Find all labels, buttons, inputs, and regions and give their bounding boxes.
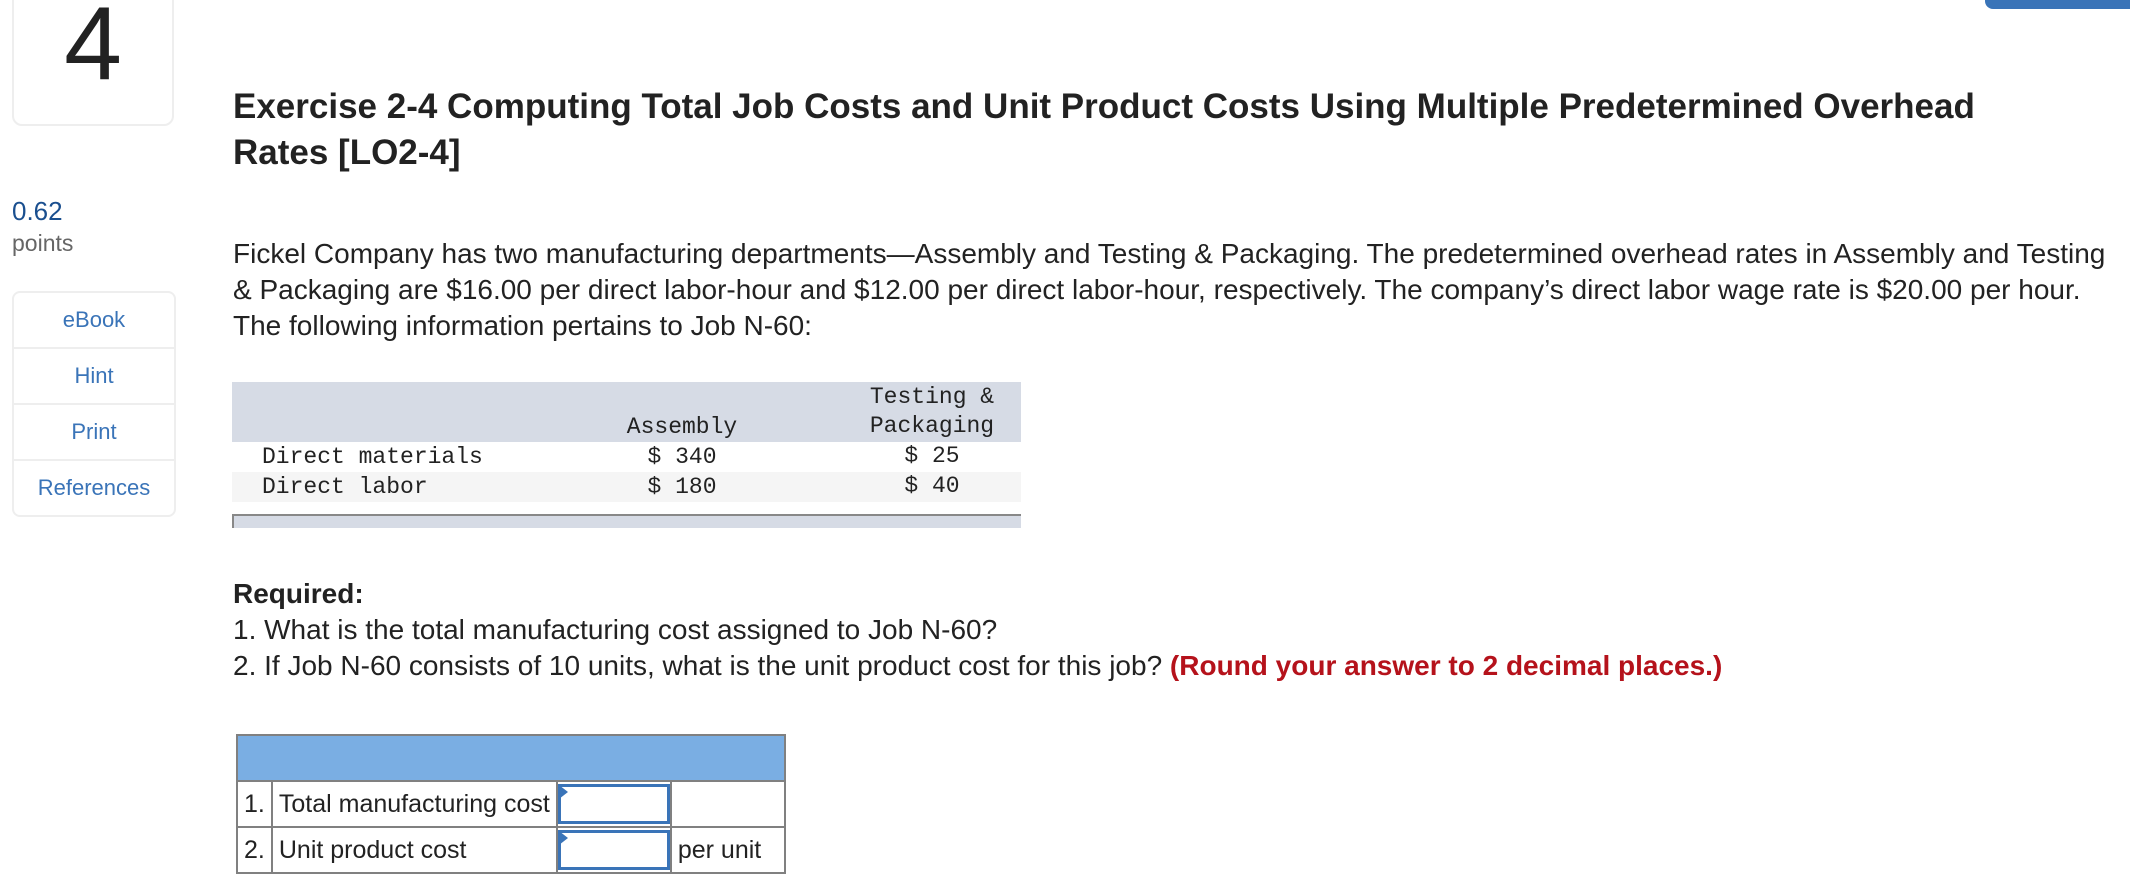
required-section: Required: 1. What is the total manufactu… — [233, 576, 1722, 684]
assembly-value: $ 180 — [647, 474, 717, 500]
sidebar-item-hint[interactable]: Hint — [14, 349, 174, 405]
score-label: points — [12, 230, 74, 256]
row-label: Direct materials — [262, 444, 483, 470]
header-testing-packaging: Testing & Packaging — [842, 383, 1022, 441]
sidebar-item-print[interactable]: Print — [14, 405, 174, 461]
table-header: Assembly Testing & Packaging — [232, 382, 1021, 442]
assembly-value: $ 340 — [647, 444, 717, 470]
required-heading: Required: — [233, 578, 364, 609]
score-value: 0.62 — [12, 196, 63, 226]
resource-sidebar: eBook Hint Print References — [12, 291, 176, 517]
table-row: Direct labor $ 180 $ 40 — [232, 472, 1021, 502]
top-right-button[interactable] — [1985, 0, 2130, 9]
testing-value: $ 25 — [904, 443, 960, 469]
answer-table-header — [236, 734, 786, 782]
header-line2: Packaging — [869, 413, 995, 439]
rounding-note: (Round your answer to 2 decimal places.) — [1169, 650, 1723, 681]
sidebar-item-references[interactable]: References — [37, 475, 151, 500]
row-label: Direct labor — [262, 474, 428, 500]
sidebar-item-ebook[interactable]: eBook — [14, 293, 174, 349]
row-label: Unit product cost — [270, 826, 558, 874]
row-label: Total manufacturing cost — [270, 780, 558, 828]
question-number: 4 — [12, 0, 174, 126]
unit-label — [669, 780, 786, 828]
question-2: 2. If Job N-60 consists of 10 units, wha… — [233, 650, 1163, 681]
table-row: 2. Unit product cost per unit — [236, 826, 786, 874]
header-line1: Testing & — [869, 384, 995, 410]
answer-table: 1. Total manufacturing cost 2. Unit prod… — [236, 734, 786, 874]
unit-product-cost-input[interactable] — [557, 830, 670, 870]
unit-label: per unit — [669, 826, 786, 874]
page-title: Exercise 2-4 Computing Total Job Costs a… — [233, 87, 1975, 172]
table-footer-bar — [232, 514, 1021, 528]
question-1: 1. What is the total manufacturing cost … — [233, 614, 998, 645]
table-row: 1. Total manufacturing cost — [236, 780, 786, 828]
row-number: 1. — [236, 780, 273, 828]
job-data-table: Assembly Testing & Packaging Direct mater… — [232, 382, 1021, 528]
row-number: 2. — [236, 826, 273, 874]
table-row: Direct materials $ 340 $ 25 — [232, 442, 1021, 472]
testing-value: $ 40 — [904, 473, 960, 499]
total-manufacturing-cost-input[interactable] — [557, 784, 670, 824]
problem-text: Fickel Company has two manufacturing dep… — [233, 238, 2106, 341]
header-assembly: Assembly — [626, 414, 738, 440]
